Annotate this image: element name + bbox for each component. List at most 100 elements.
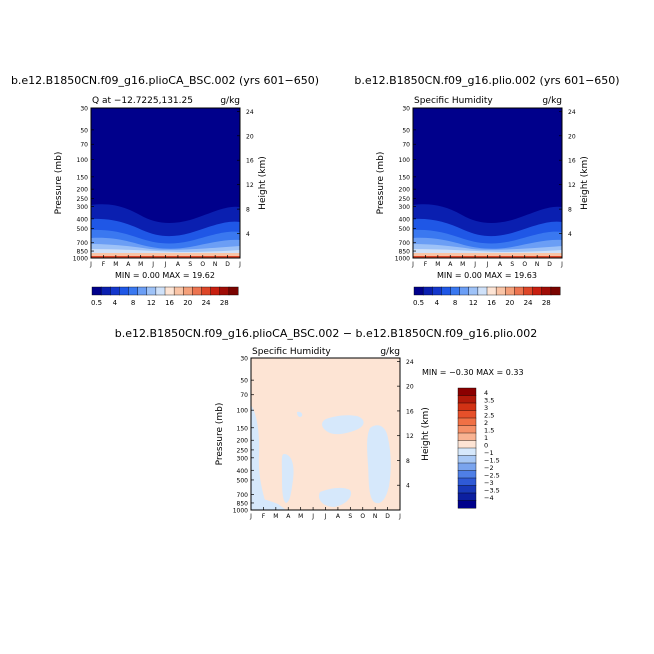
month-tick-label: O — [200, 261, 205, 268]
colorbar-swatch — [457, 492, 477, 502]
month-tick-label: J — [473, 261, 476, 268]
month-tick-label: M — [435, 261, 440, 268]
month-tick-label: M — [113, 261, 118, 268]
month-tick-label: D — [225, 261, 230, 268]
colorbar-swatch — [192, 286, 203, 296]
pressure-tick-label: 500 — [77, 226, 89, 233]
month-tick-label: M — [298, 513, 303, 520]
panel-1-stats: MIN = 0.00 MAX = 19.62 — [115, 271, 215, 280]
colorbar-swatch — [119, 286, 130, 296]
colorbar-swatch — [486, 286, 497, 296]
colorbar-swatch — [532, 286, 543, 296]
colorbar-label: −2 — [484, 464, 494, 472]
month-tick-label: A — [498, 261, 503, 268]
height-tick-label: 4 — [568, 231, 572, 238]
colorbar-swatch — [477, 286, 488, 296]
colorbar-swatch — [457, 477, 477, 487]
month-tick-label: A — [176, 261, 181, 268]
pressure-tick-label: 850 — [77, 249, 89, 256]
colorbar-swatch — [468, 286, 479, 296]
panel-1-ylabel-right: Height (km) — [258, 156, 268, 210]
colorbar-label: 1 — [484, 434, 488, 442]
month-tick-label: J — [398, 513, 401, 520]
colorbar-swatch — [457, 402, 477, 412]
month-tick-label: S — [348, 513, 352, 520]
panel-3-negative-area-6 — [367, 425, 391, 504]
month-tick-label: J — [486, 261, 489, 268]
colorbar-label: 8 — [131, 299, 135, 307]
colorbar-label: 3.5 — [484, 397, 494, 405]
colorbar-label: 20 — [183, 299, 192, 307]
height-tick-label: 24 — [568, 109, 576, 116]
month-tick-label: F — [424, 261, 428, 268]
panel-3-negative-area-3 — [281, 454, 294, 503]
colorbar-swatch — [457, 455, 477, 464]
month-tick-label: A — [336, 513, 341, 520]
panel-2-stats: MIN = 0.00 MAX = 19.63 — [437, 271, 537, 280]
colorbar-swatch — [413, 286, 424, 296]
panel-2-ylabel: Pressure (mb) — [376, 152, 386, 215]
colorbar-label: 4 — [484, 389, 488, 397]
colorbar-swatch — [457, 432, 477, 442]
panel-2-plot-area — [413, 108, 562, 258]
pressure-tick-label: 400 — [77, 216, 89, 223]
colorbar-swatch — [457, 440, 477, 449]
colorbar-label: 4 — [113, 299, 118, 307]
height-tick-label: 20 — [568, 133, 576, 140]
colorbar-label: 20 — [505, 299, 514, 307]
month-tick-label: J — [238, 261, 241, 268]
colorbar-swatch — [422, 286, 433, 296]
month-tick-label: A — [448, 261, 453, 268]
month-tick-label: N — [373, 513, 378, 520]
colorbar-swatch — [228, 286, 239, 296]
pressure-tick-label: 500 — [399, 226, 411, 233]
pressure-tick-label: 100 — [237, 408, 249, 415]
panel-3-ylabel-right: Height (km) — [421, 407, 431, 461]
colorbar-swatch — [450, 286, 461, 296]
month-tick-label: J — [411, 261, 414, 268]
height-tick-label: 4 — [406, 483, 410, 490]
pressure-tick-label: 1000 — [233, 508, 248, 515]
pressure-tick-label: 70 — [240, 392, 248, 399]
month-tick-label: A — [286, 513, 291, 520]
colorbar-swatch — [457, 462, 477, 472]
panel-1-plot-area — [91, 108, 240, 258]
panel-1-right-axis: 24 20 16 12 8 4 — [237, 109, 254, 238]
colorbar-swatch — [146, 286, 157, 296]
colorbar-swatch — [523, 286, 534, 296]
height-tick-label: 12 — [406, 433, 414, 440]
colorbar-label: −2.5 — [484, 472, 500, 480]
month-tick-label: F — [262, 513, 266, 520]
colorbar-label: 0.5 — [91, 299, 102, 307]
colorbar-swatch — [457, 395, 477, 404]
colorbar-label: 24 — [524, 299, 533, 307]
panel-3-plot-area — [251, 358, 400, 510]
colorbar-label: −3 — [484, 479, 494, 487]
month-tick-label: O — [360, 513, 365, 520]
panel-3-negative-area-7 — [297, 411, 303, 417]
pressure-tick-label: 30 — [80, 106, 88, 113]
colorbar-swatch — [210, 286, 221, 296]
colorbar-label: 0.5 — [413, 299, 424, 307]
height-tick-label: 24 — [246, 109, 254, 116]
pressure-tick-label: 200 — [399, 187, 411, 194]
height-tick-label: 16 — [406, 408, 414, 415]
colorbar-swatch — [457, 500, 477, 509]
pressure-tick-label: 250 — [399, 196, 411, 203]
panel-3-right-axis: 24 20 16 12 8 4 — [397, 359, 414, 490]
pressure-tick-label: 30 — [240, 356, 248, 363]
height-tick-label: 4 — [246, 231, 250, 238]
colorbar-swatch — [173, 286, 184, 296]
pressure-tick-label: 300 — [77, 204, 89, 211]
panel-2-subtitle-left: Specific Humidity — [414, 96, 493, 106]
colorbar-swatch — [91, 286, 102, 296]
pressure-tick-label: 700 — [237, 492, 249, 499]
panel-3-title: b.e12.B1850CN.f09_g16.plioCA_BSC.002 − b… — [115, 327, 537, 340]
height-tick-label: 12 — [568, 182, 576, 189]
height-tick-label: 8 — [406, 458, 410, 465]
colorbar-swatch — [457, 387, 477, 397]
colorbar-label: 2.5 — [484, 412, 494, 420]
